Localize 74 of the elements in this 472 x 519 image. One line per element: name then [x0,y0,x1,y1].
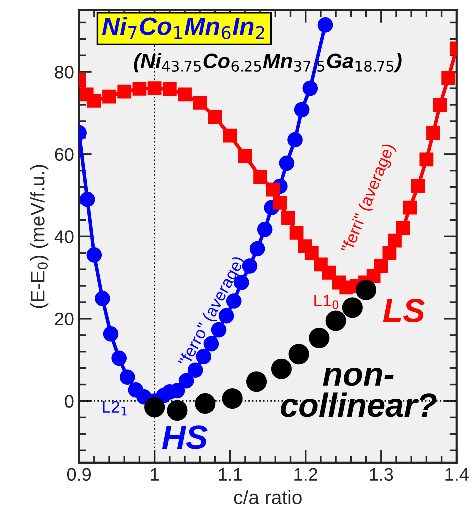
point [304,246,319,260]
point [132,82,147,96]
x-tick-label: 1.4 [446,468,469,481]
point [403,200,418,215]
point [178,373,194,389]
point [112,350,127,366]
point [326,310,346,332]
annotation: L2$_{1}$ [103,401,127,416]
point [382,246,397,260]
point [266,182,280,197]
point [188,362,204,378]
point [433,98,448,112]
point [388,234,402,248]
point [279,156,295,172]
point [442,71,456,86]
point [396,221,410,236]
annotation: non- collinear? [281,368,437,418]
point [102,90,116,104]
x-axis-title: c/a ratio [234,490,302,504]
annotation: Ni$_{7}$Co$_{1}$Mn$_{6}$In$_{2}$ [102,17,264,40]
point [118,84,132,99]
point [288,132,303,148]
point [80,192,96,208]
point [273,196,288,210]
x-tick-label: 0.9 [67,468,91,482]
point [411,180,426,194]
y-tick-label: 0 [65,395,74,408]
annotation: LS [383,298,425,323]
x-tick-label: 1 [151,468,159,481]
point [254,170,268,184]
point [167,400,188,421]
point [250,241,266,257]
point [195,393,216,414]
y-tick-label: 80 [55,66,74,79]
point [257,222,273,238]
point [374,259,388,274]
point [144,397,166,418]
point [288,344,310,365]
y-tick-label: 40 [54,230,74,244]
point [282,211,296,226]
y-tick-label: 20 [55,312,74,326]
point [87,94,102,108]
y-axis-title: (E-E$_{0}$) (meV/f.u.) [30,165,49,308]
point [148,82,162,96]
point [162,82,177,96]
point [95,291,110,306]
annotation: L1$_{0}$ [314,295,339,310]
point [238,149,252,164]
x-tick-label: 1.2 [294,468,318,481]
point [86,248,102,263]
point [193,96,208,110]
point [246,372,268,392]
point [426,126,440,140]
point [208,110,222,124]
point [222,388,243,410]
x-tick-label: 1.1 [219,468,242,481]
point [356,280,377,300]
point [302,80,318,96]
point [211,322,227,338]
point [103,326,119,342]
y-tick-label: 60 [55,148,74,162]
point [290,226,304,240]
point [223,128,238,143]
point [309,328,330,349]
annotation: HS [162,426,208,450]
point [178,88,192,102]
point [318,18,334,33]
point [322,266,336,280]
point [294,102,310,118]
point [120,370,136,386]
x-tick-label: 1.3 [370,468,394,482]
point [420,152,434,167]
point [342,298,363,318]
point [271,358,292,380]
